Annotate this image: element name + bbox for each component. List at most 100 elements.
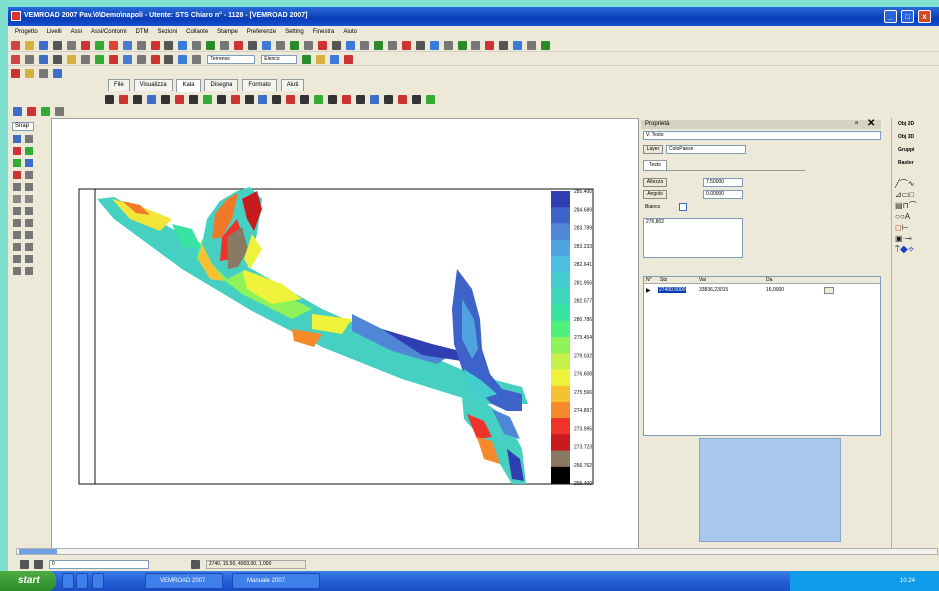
angolo-field[interactable]: 0.00000 bbox=[703, 190, 743, 199]
scale-icon[interactable] bbox=[262, 41, 272, 50]
menu-finestra[interactable]: Finestra bbox=[312, 29, 335, 35]
menu-collante[interactable]: Collante bbox=[186, 29, 209, 35]
snap-quadrant-icon[interactable] bbox=[13, 159, 21, 167]
cell-da[interactable]: 16,0000 bbox=[766, 287, 785, 293]
tool-hatch-icon[interactable] bbox=[216, 95, 226, 104]
mini-view-icon[interactable] bbox=[54, 107, 64, 116]
quicklaunch-ie-icon[interactable] bbox=[62, 573, 74, 589]
horizontal-scrollbar[interactable] bbox=[16, 548, 938, 555]
tool-offset-icon[interactable] bbox=[272, 95, 282, 104]
snap-apparent-icon[interactable] bbox=[25, 195, 33, 203]
move-icon[interactable] bbox=[234, 41, 244, 50]
scrollbar-thumb[interactable] bbox=[19, 549, 57, 554]
obj-3d-tab[interactable]: Obj 3D bbox=[898, 134, 915, 140]
tool-copy-icon[interactable] bbox=[356, 95, 366, 104]
snap-grid-icon[interactable] bbox=[13, 219, 21, 227]
tool-combo[interactable]: Elenco bbox=[261, 55, 298, 64]
join-icon[interactable] bbox=[373, 41, 383, 50]
save-icon[interactable] bbox=[38, 41, 48, 50]
bianco-checkbox[interactable] bbox=[679, 203, 687, 211]
angolo-button[interactable]: Angolo bbox=[643, 190, 667, 199]
cmd-pen-icon[interactable] bbox=[20, 560, 29, 569]
erase-icon[interactable] bbox=[401, 41, 411, 50]
tool-chamfer-icon[interactable] bbox=[328, 95, 338, 104]
redraw-icon[interactable] bbox=[108, 55, 118, 64]
menu-livelli[interactable]: Livelli bbox=[46, 29, 62, 35]
menu-sezioni[interactable]: Sezioni bbox=[157, 29, 178, 35]
tool-point-icon[interactable] bbox=[230, 95, 240, 104]
pin-icon[interactable]: ᵃ bbox=[855, 119, 858, 128]
zoom-realtime-tool-icon[interactable] bbox=[25, 255, 33, 263]
cell-stz[interactable]: 27400.5000 bbox=[658, 287, 687, 293]
match-icon[interactable] bbox=[443, 41, 453, 50]
open-icon[interactable] bbox=[24, 41, 34, 50]
mini-edit-icon[interactable] bbox=[26, 107, 36, 116]
altezza-button[interactable]: Altezza bbox=[643, 178, 667, 187]
tab-formato[interactable]: Formato bbox=[242, 79, 277, 91]
layer-freeze-icon[interactable] bbox=[316, 55, 326, 64]
mini-select-icon[interactable] bbox=[13, 107, 22, 116]
arc-icon[interactable] bbox=[150, 41, 160, 50]
snap-from-icon[interactable] bbox=[25, 231, 33, 239]
table-row[interactable]: ▶ 27400.5000 33836,23015 16,0000 bbox=[644, 287, 844, 295]
tool-polygon-icon[interactable] bbox=[160, 95, 170, 104]
tool-extend-icon[interactable] bbox=[300, 95, 310, 104]
line-shape-icon[interactable]: ╱ bbox=[895, 179, 900, 188]
tool-line-icon[interactable] bbox=[105, 95, 114, 104]
obj-2d-tab[interactable]: Obj 2D bbox=[898, 121, 915, 127]
menu-preferenze[interactable]: Preferenze bbox=[246, 29, 277, 35]
task-manuale[interactable]: Manuale 2007 bbox=[232, 573, 320, 589]
color-icon[interactable] bbox=[178, 55, 188, 64]
paste-icon[interactable] bbox=[94, 41, 104, 50]
grid-icon[interactable] bbox=[136, 55, 146, 64]
layer-button[interactable]: Layer bbox=[643, 145, 663, 154]
tool-scale-icon[interactable] bbox=[384, 95, 394, 104]
altezza-field[interactable]: 7.50000 bbox=[703, 178, 743, 187]
break-icon[interactable] bbox=[387, 41, 397, 50]
zoom-out-tool-icon[interactable] bbox=[25, 243, 33, 251]
menu-assi[interactable]: Assi bbox=[70, 29, 82, 35]
diamond-shape-icon[interactable]: ◆ bbox=[899, 245, 908, 254]
cross-icon[interactable] bbox=[11, 69, 20, 78]
maximize-button[interactable]: □ bbox=[901, 10, 914, 23]
zoom-extents-icon[interactable] bbox=[80, 55, 90, 64]
text-shape-icon[interactable]: A bbox=[904, 212, 911, 221]
zoom-in-icon[interactable] bbox=[38, 55, 48, 64]
layer-lock-icon[interactable] bbox=[330, 55, 340, 64]
circle-shape-icon[interactable]: ○ bbox=[895, 212, 900, 221]
tab-file[interactable]: File bbox=[108, 79, 130, 91]
square-shape-icon[interactable]: □ bbox=[909, 190, 915, 199]
ortho-icon[interactable] bbox=[150, 55, 160, 64]
snap-polar-icon[interactable] bbox=[25, 219, 33, 227]
snap-tangent-icon[interactable] bbox=[25, 183, 33, 191]
minimize-button[interactable]: _ bbox=[884, 10, 897, 23]
tool-ellipse-icon[interactable] bbox=[258, 95, 268, 104]
tab-visualizza[interactable]: Visualizza bbox=[133, 79, 173, 91]
block-shape-icon[interactable]: ▣ bbox=[895, 234, 903, 243]
tab-aiuti[interactable]: Aiuti bbox=[280, 79, 305, 91]
tool-text-icon[interactable] bbox=[188, 95, 198, 104]
curve-shape-icon[interactable]: ∿ bbox=[907, 179, 915, 188]
dimension-icon[interactable] bbox=[220, 41, 230, 50]
snap-perpendicular-icon[interactable] bbox=[13, 183, 21, 191]
cmd-brush-icon[interactable] bbox=[33, 560, 43, 569]
snap-icon[interactable] bbox=[122, 55, 132, 64]
drawing-canvas[interactable]: 285.400 284.689 283.789 283.233 282.641 281.9… bbox=[51, 118, 648, 550]
array-icon[interactable] bbox=[345, 41, 355, 50]
polyline-icon[interactable] bbox=[178, 41, 188, 50]
linetype-icon[interactable] bbox=[192, 55, 202, 64]
block-icon[interactable] bbox=[457, 41, 467, 50]
tab-disegna[interactable]: Disegna bbox=[204, 79, 239, 91]
zoom-fit-tool-icon[interactable] bbox=[13, 267, 21, 275]
zoom-out-icon[interactable] bbox=[52, 55, 62, 64]
rotate-icon[interactable] bbox=[248, 41, 258, 50]
zoom-window-icon[interactable] bbox=[24, 55, 34, 64]
arc-shape-icon[interactable]: ⌒ bbox=[899, 179, 908, 188]
insert-icon[interactable] bbox=[471, 41, 481, 50]
image-icon[interactable] bbox=[499, 41, 509, 50]
close-button[interactable]: x bbox=[918, 10, 931, 23]
link-shape-icon[interactable]: ⊸ bbox=[905, 234, 912, 243]
tool-curve-icon[interactable] bbox=[146, 95, 156, 104]
circle-icon[interactable] bbox=[164, 41, 174, 50]
tab-kala[interactable]: Kala bbox=[176, 79, 201, 92]
